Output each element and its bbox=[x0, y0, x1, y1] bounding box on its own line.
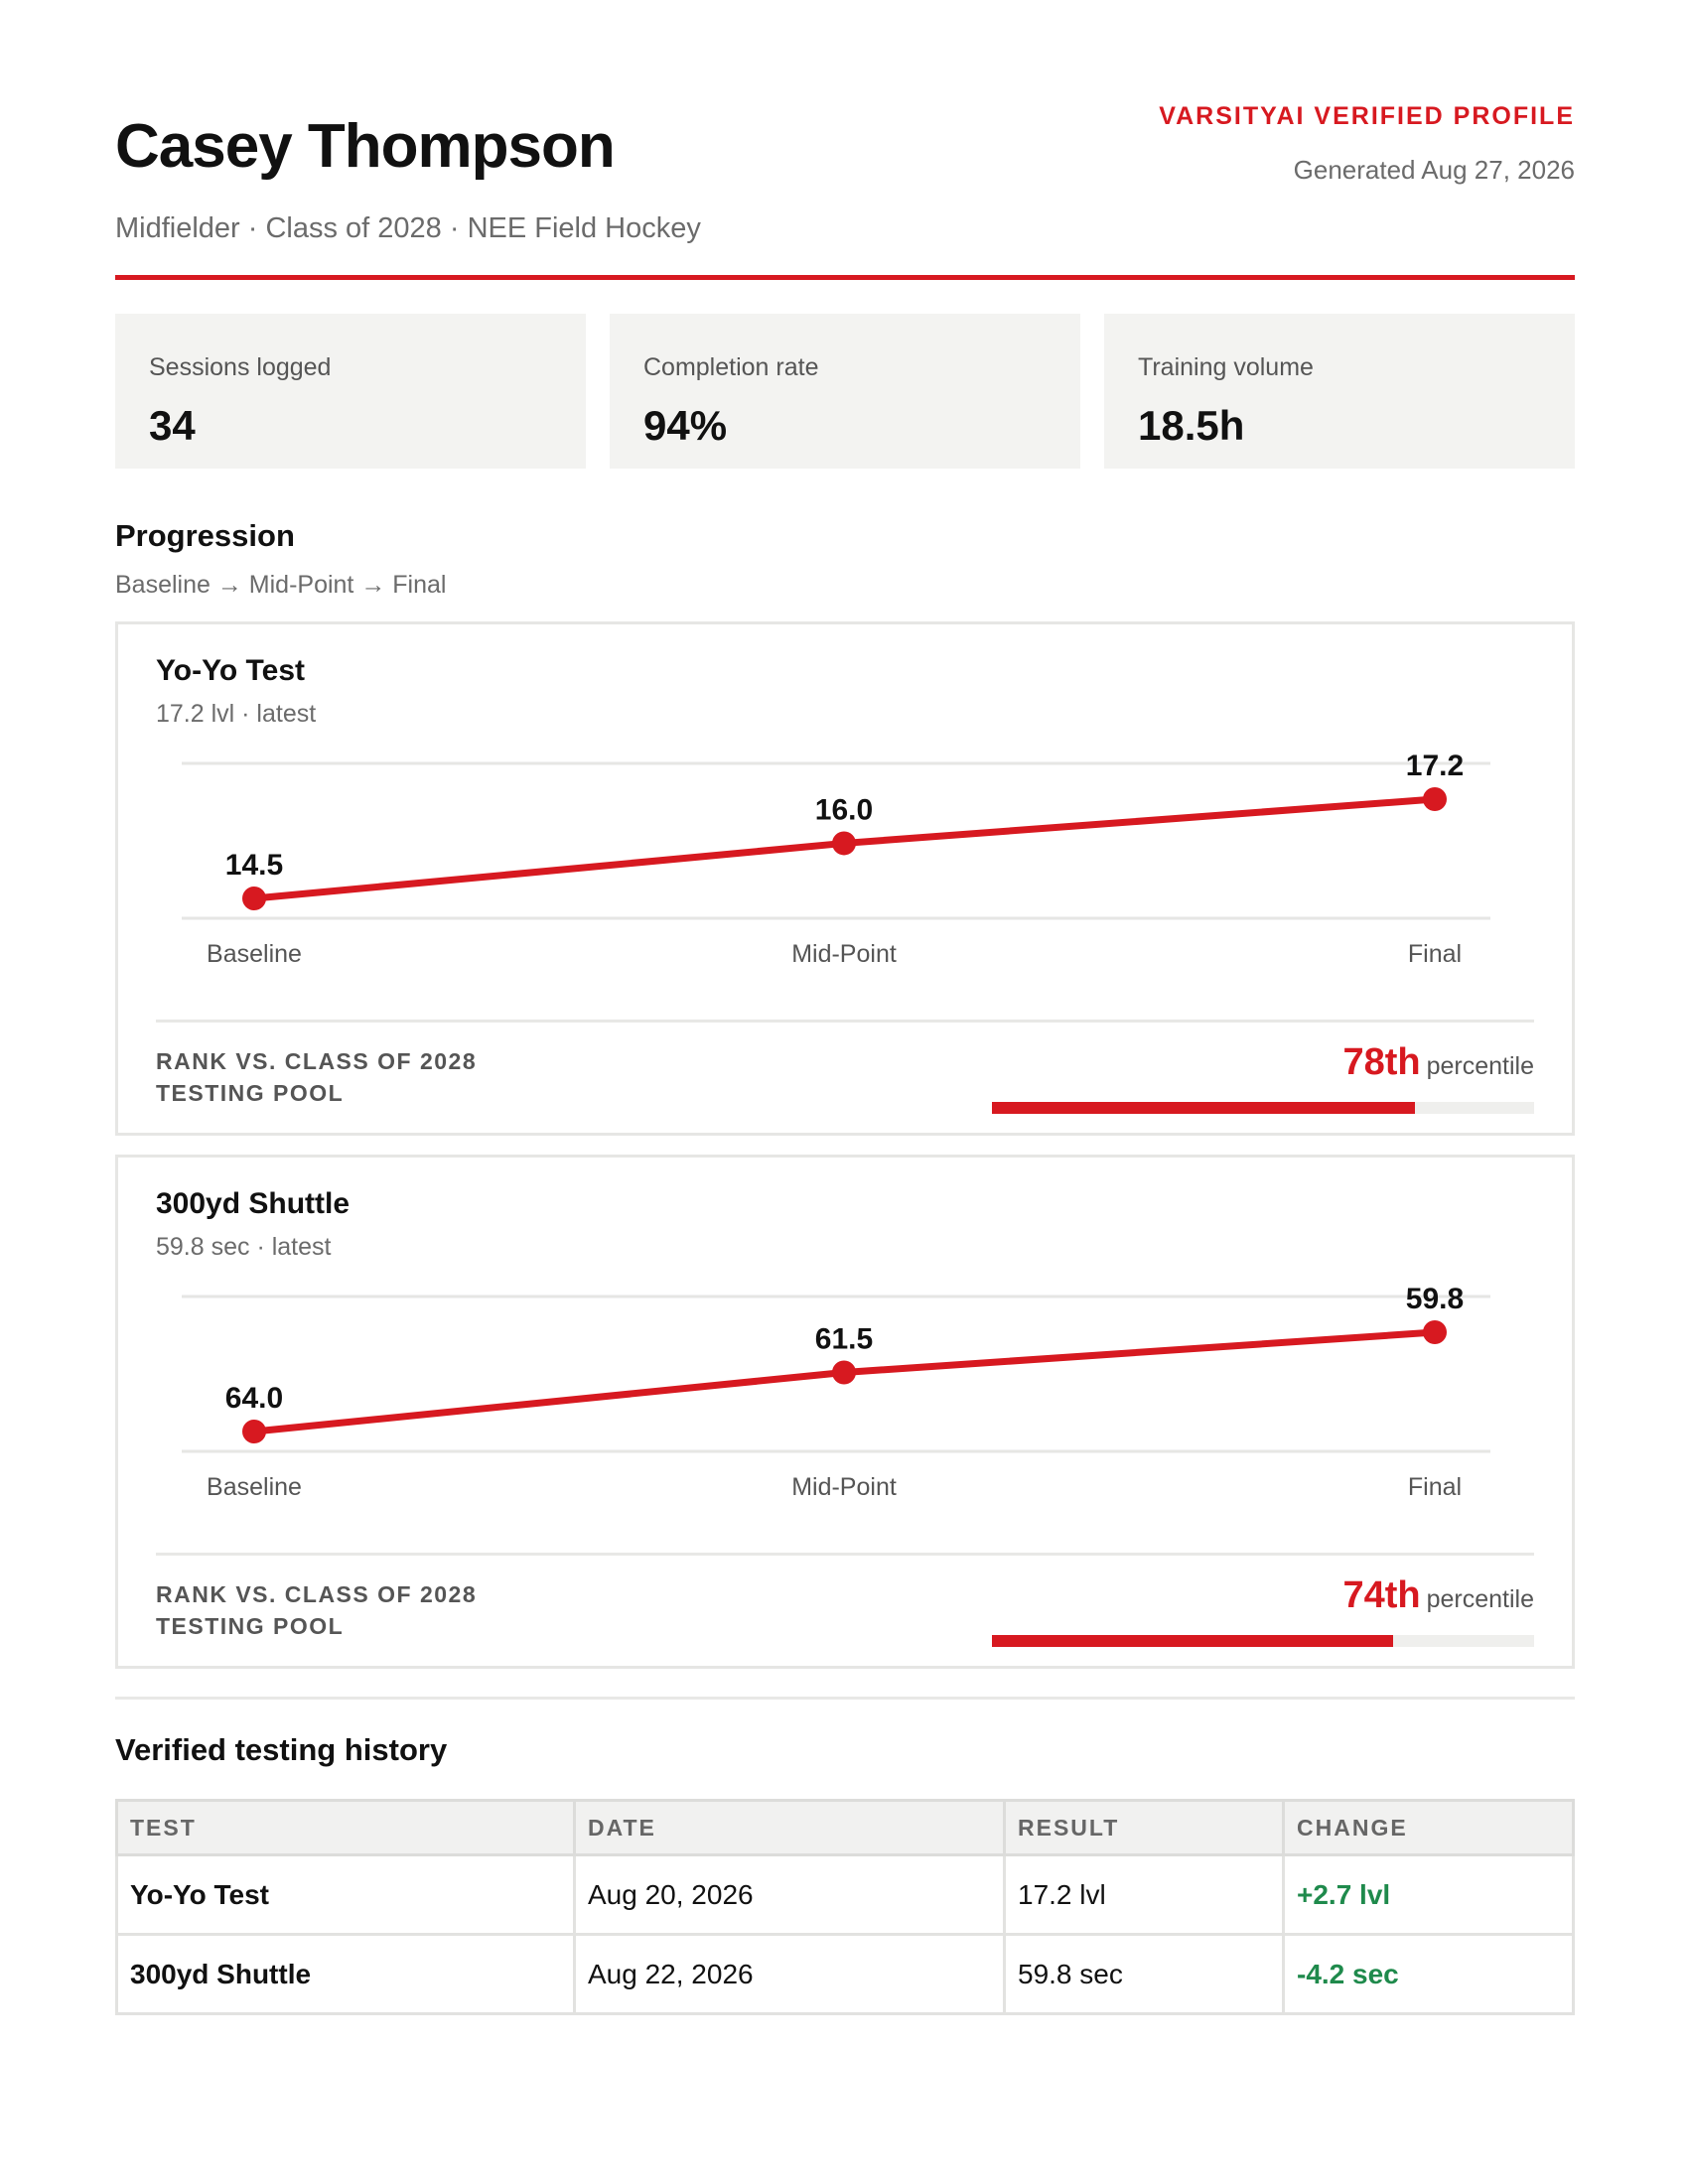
table-row: 300yd Shuttle Aug 22, 2026 59.8 sec -4.2… bbox=[115, 1933, 1575, 2015]
table-header-row: TEST DATE RESULT CHANGE bbox=[115, 1799, 1575, 1856]
header-divider bbox=[115, 275, 1575, 280]
data-label: 59.8 bbox=[1406, 1283, 1464, 1315]
x-tick-label: Baseline bbox=[207, 940, 302, 962]
data-label: 14.5 bbox=[225, 849, 283, 882]
rank-label-line: TESTING POOL bbox=[156, 1613, 345, 1639]
card-title: 300yd Shuttle bbox=[156, 1187, 351, 1220]
data-label: 17.2 bbox=[1406, 750, 1464, 782]
percentile-bar-fill bbox=[992, 1635, 1394, 1647]
progression-chart: 14.5 Baseline 16.0 Mid-Point 17.2 Final bbox=[182, 750, 1490, 962]
progression-title: Progression bbox=[115, 518, 295, 553]
percentile-value: 78th bbox=[1342, 1041, 1421, 1083]
card-title: Yo-Yo Test bbox=[156, 654, 305, 687]
rank-percentile: 74th percentile bbox=[1342, 1574, 1534, 1617]
test-card-yoyo: Yo-Yo Test 17.2 lvl · latest 14.5 Baselin… bbox=[115, 621, 1575, 1136]
cell-result: 59.8 sec bbox=[1003, 1933, 1285, 2015]
x-tick-label: Baseline bbox=[207, 1473, 302, 1495]
rank-label-line: RANK VS. CLASS OF 2028 bbox=[156, 1581, 478, 1607]
card-divider bbox=[156, 1020, 1534, 1023]
cell-change: +2.7 lvl bbox=[1282, 1853, 1575, 1936]
stat-label: Completion rate bbox=[643, 353, 819, 381]
cell-test: 300yd Shuttle bbox=[115, 1933, 576, 2015]
stat-value: 94% bbox=[643, 402, 728, 449]
card-subtitle: 59.8 sec · latest bbox=[156, 1233, 332, 1261]
cell-test: Yo-Yo Test bbox=[115, 1853, 576, 1936]
column-header-result: RESULT bbox=[1003, 1799, 1285, 1856]
column-header-date: DATE bbox=[573, 1799, 1006, 1856]
stat-label: Sessions logged bbox=[149, 353, 332, 381]
rank-label: RANK VS. CLASS OF 2028 TESTING POOL bbox=[156, 1045, 477, 1109]
data-label: 64.0 bbox=[225, 1382, 283, 1415]
percentile-suffix: percentile bbox=[1426, 1585, 1534, 1613]
percentile-bar bbox=[992, 1635, 1534, 1647]
column-header-test: TEST bbox=[115, 1799, 576, 1856]
data-label: 16.0 bbox=[815, 793, 873, 826]
rank-percentile: 78th percentile bbox=[1342, 1041, 1534, 1084]
data-point bbox=[242, 887, 266, 910]
progression-chart: 64.0 Baseline 61.5 Mid-Point 59.8 Final bbox=[182, 1283, 1490, 1495]
rank-label-line: TESTING POOL bbox=[156, 1080, 345, 1106]
x-tick-label: Mid-Point bbox=[791, 1473, 897, 1495]
stat-value: 18.5h bbox=[1138, 402, 1245, 449]
data-point bbox=[832, 1360, 856, 1385]
data-label: 61.5 bbox=[815, 1322, 873, 1355]
data-point bbox=[1423, 787, 1447, 811]
data-point bbox=[832, 831, 856, 856]
table-row: Yo-Yo Test Aug 20, 2026 17.2 lvl +2.7 lv… bbox=[115, 1853, 1575, 1936]
test-card-shuttle: 300yd Shuttle 59.8 sec · latest 64.0 Base… bbox=[115, 1155, 1575, 1669]
card-subtitle: 17.2 lvl · latest bbox=[156, 700, 317, 728]
generated-date: Generated Aug 27, 2026 bbox=[1293, 155, 1575, 185]
card-divider bbox=[156, 1553, 1534, 1556]
cell-date: Aug 22, 2026 bbox=[573, 1933, 1006, 2015]
stat-value: 34 bbox=[149, 402, 196, 449]
x-tick-label: Final bbox=[1408, 1473, 1462, 1495]
stats-row: Sessions logged 34 Completion rate 94% T… bbox=[115, 314, 1575, 469]
data-point bbox=[242, 1420, 266, 1443]
history-title: Verified testing history bbox=[115, 1732, 448, 1767]
percentile-bar bbox=[992, 1102, 1534, 1114]
percentile-bar-fill bbox=[992, 1102, 1415, 1114]
athlete-subtitle: Midfielder · Class of 2028 · NEE Field H… bbox=[115, 212, 701, 244]
percentile-value: 74th bbox=[1342, 1574, 1421, 1616]
section-divider bbox=[115, 1697, 1575, 1700]
stat-card-sessions: Sessions logged 34 bbox=[115, 314, 586, 469]
progression-subtitle: Baseline → Mid-Point → Final bbox=[115, 571, 447, 599]
cell-change: -4.2 sec bbox=[1282, 1933, 1575, 2015]
cell-date: Aug 20, 2026 bbox=[573, 1853, 1006, 1936]
x-tick-label: Final bbox=[1408, 940, 1462, 962]
stat-label: Training volume bbox=[1138, 353, 1314, 381]
rank-label: RANK VS. CLASS OF 2028 TESTING POOL bbox=[156, 1578, 477, 1642]
athlete-name: Casey Thompson bbox=[115, 112, 616, 181]
cell-result: 17.2 lvl bbox=[1003, 1853, 1285, 1936]
profile-header: Casey Thompson Midfielder · Class of 202… bbox=[115, 0, 1575, 282]
data-point bbox=[1423, 1320, 1447, 1344]
x-tick-label: Mid-Point bbox=[791, 940, 897, 962]
verified-profile-badge: VARSITYAI VERIFIED PROFILE bbox=[1159, 102, 1575, 130]
stat-card-completion: Completion rate 94% bbox=[610, 314, 1080, 469]
testing-history-table: TEST DATE RESULT CHANGE Yo-Yo Test Aug 2… bbox=[115, 1799, 1575, 2015]
rank-label-line: RANK VS. CLASS OF 2028 bbox=[156, 1048, 478, 1074]
percentile-suffix: percentile bbox=[1426, 1052, 1534, 1080]
column-header-change: CHANGE bbox=[1282, 1799, 1575, 1856]
stat-card-volume: Training volume 18.5h bbox=[1104, 314, 1575, 469]
profile-page: Casey Thompson Midfielder · Class of 202… bbox=[115, 0, 1575, 2015]
